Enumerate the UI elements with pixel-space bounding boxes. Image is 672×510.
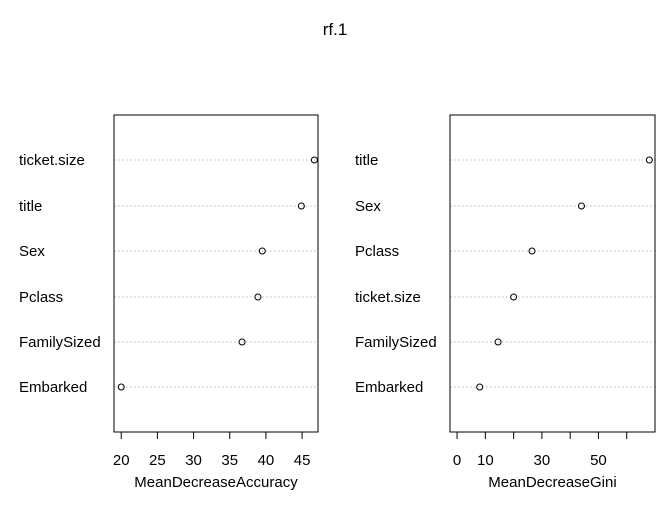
data-point — [476, 383, 484, 391]
category-label: Pclass — [355, 243, 399, 260]
x-tick-label: 25 — [149, 452, 166, 469]
plot-frame — [113, 114, 319, 433]
x-axis-label: MeanDecreaseGini — [488, 474, 616, 491]
data-point — [258, 247, 266, 255]
data-point — [254, 293, 262, 301]
category-label: Embarked — [355, 379, 423, 396]
category-label: FamilySized — [355, 334, 437, 351]
data-point — [577, 202, 585, 210]
category-label: Pclass — [19, 289, 63, 306]
data-point — [238, 338, 246, 346]
category-label: title — [355, 152, 378, 169]
x-axis-label: MeanDecreaseAccuracy — [134, 474, 298, 491]
x-tick-label: 10 — [477, 452, 494, 469]
data-point — [117, 383, 125, 391]
category-label: Embarked — [19, 379, 87, 396]
x-tick-label: 35 — [221, 452, 238, 469]
x-tick-label: 45 — [294, 452, 311, 469]
x-tick-label: 30 — [534, 452, 551, 469]
x-tick-label: 40 — [258, 452, 275, 469]
x-tick-label: 30 — [185, 452, 202, 469]
x-tick-label: 20 — [113, 452, 130, 469]
data-point — [494, 338, 502, 346]
category-label: FamilySized — [19, 334, 101, 351]
category-label: Sex — [355, 198, 381, 215]
x-tick-label: 0 — [453, 452, 461, 469]
category-label: title — [19, 198, 42, 215]
figure-title: rf.1 — [323, 20, 348, 39]
data-point — [645, 156, 653, 164]
category-label: ticket.size — [355, 289, 421, 306]
data-point — [297, 202, 305, 210]
data-point — [310, 156, 318, 164]
x-tick-label: 50 — [590, 452, 607, 469]
data-point — [510, 293, 518, 301]
data-point — [528, 247, 536, 255]
category-label: Sex — [19, 243, 45, 260]
panel-mean-decrease-accuracy: ticket.size title Sex Pclass FamilySized Emba… — [19, 114, 319, 491]
panel-mean-decrease-gini: title Sex Pclass ticket.size FamilySized Emba… — [355, 114, 656, 491]
category-label: ticket.size — [19, 152, 85, 169]
